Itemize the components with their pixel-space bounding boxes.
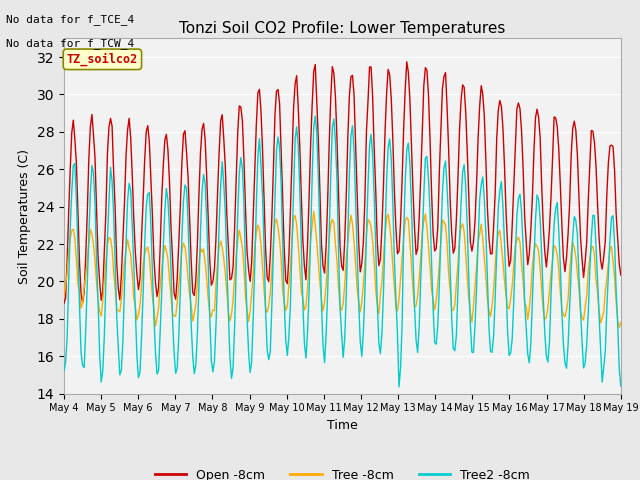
Text: No data for f_TCE_4: No data for f_TCE_4 bbox=[6, 14, 134, 25]
Legend: Open -8cm, Tree -8cm, Tree2 -8cm: Open -8cm, Tree -8cm, Tree2 -8cm bbox=[150, 464, 534, 480]
Y-axis label: Soil Temperatures (C): Soil Temperatures (C) bbox=[18, 148, 31, 284]
Title: Tonzi Soil CO2 Profile: Lower Temperatures: Tonzi Soil CO2 Profile: Lower Temperatur… bbox=[179, 21, 506, 36]
X-axis label: Time: Time bbox=[327, 419, 358, 432]
Text: No data for f_TCW_4: No data for f_TCW_4 bbox=[6, 38, 134, 49]
Text: TZ_soilco2: TZ_soilco2 bbox=[67, 53, 138, 66]
